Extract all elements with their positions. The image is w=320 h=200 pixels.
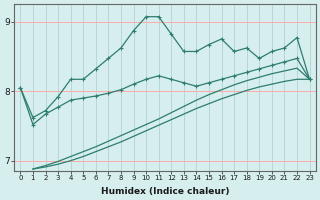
X-axis label: Humidex (Indice chaleur): Humidex (Indice chaleur) bbox=[101, 187, 229, 196]
